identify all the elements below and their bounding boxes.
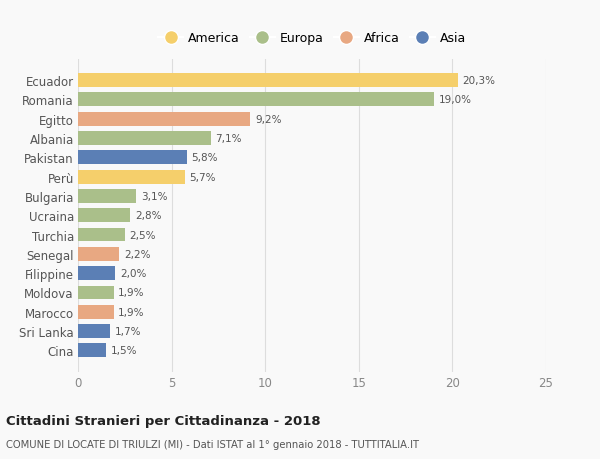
- Text: 1,5%: 1,5%: [111, 346, 137, 356]
- Text: 1,7%: 1,7%: [115, 326, 141, 336]
- Text: 1,9%: 1,9%: [118, 288, 145, 298]
- Text: 3,1%: 3,1%: [141, 191, 167, 202]
- Text: 2,0%: 2,0%: [120, 269, 146, 279]
- Text: 2,5%: 2,5%: [130, 230, 156, 240]
- Text: 20,3%: 20,3%: [463, 76, 496, 86]
- Text: 1,9%: 1,9%: [118, 307, 145, 317]
- Text: 2,8%: 2,8%: [135, 211, 161, 221]
- Bar: [78, 190, 136, 203]
- Text: Cittadini Stranieri per Cittadinanza - 2018: Cittadini Stranieri per Cittadinanza - 2…: [6, 414, 320, 428]
- Text: 19,0%: 19,0%: [439, 95, 472, 105]
- Text: 7,1%: 7,1%: [215, 134, 242, 144]
- Text: 9,2%: 9,2%: [255, 114, 281, 124]
- Bar: [78, 112, 250, 126]
- Bar: [78, 93, 434, 107]
- Bar: [78, 325, 110, 338]
- Bar: [78, 170, 185, 184]
- Bar: [78, 228, 125, 242]
- Text: COMUNE DI LOCATE DI TRIULZI (MI) - Dati ISTAT al 1° gennaio 2018 - TUTTITALIA.IT: COMUNE DI LOCATE DI TRIULZI (MI) - Dati …: [6, 440, 419, 449]
- Text: 5,8%: 5,8%: [191, 153, 218, 163]
- Bar: [78, 247, 119, 261]
- Bar: [78, 74, 458, 88]
- Bar: [78, 286, 113, 300]
- Bar: [78, 209, 130, 223]
- Bar: [78, 132, 211, 146]
- Text: 2,2%: 2,2%: [124, 249, 151, 259]
- Bar: [78, 151, 187, 165]
- Text: 5,7%: 5,7%: [190, 172, 216, 182]
- Bar: [78, 344, 106, 358]
- Legend: America, Europa, Africa, Asia: America, Europa, Africa, Asia: [154, 28, 470, 49]
- Bar: [78, 305, 113, 319]
- Bar: [78, 267, 115, 280]
